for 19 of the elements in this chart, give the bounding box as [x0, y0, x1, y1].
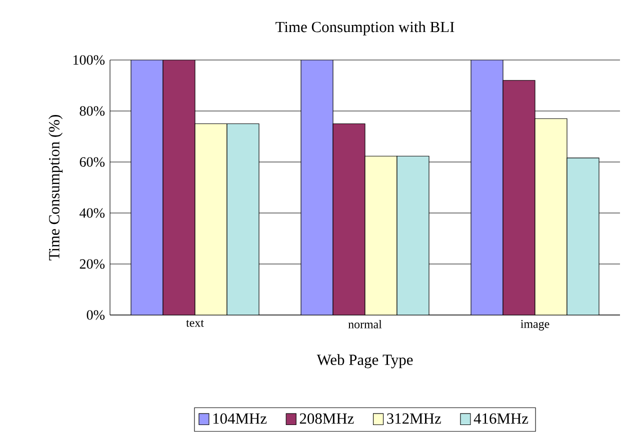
- x-tick-label: image: [520, 320, 550, 330]
- y-tick-label: 40%: [80, 208, 105, 218]
- legend-label: 208MHz: [300, 413, 354, 424]
- legend-label: 104MHz: [213, 413, 267, 424]
- legend-label: 312MHz: [387, 413, 441, 424]
- y-tick-label: 60%: [80, 157, 105, 167]
- legend-label: 416MHz: [474, 413, 528, 424]
- y-axis-title: Time Consumption (%): [48, 115, 63, 260]
- x-tick-label: text: [186, 320, 204, 327]
- y-tick-label: 20%: [80, 259, 105, 269]
- y-tick-label: 0%: [86, 310, 105, 320]
- bar: [194, 123, 228, 316]
- bar: [534, 118, 568, 316]
- x-tick-label: normal: [348, 320, 382, 328]
- chart-title: Time Consumption with BLI: [276, 21, 454, 36]
- bar: [364, 156, 398, 316]
- y-tick-label: 100%: [73, 55, 105, 65]
- x-axis-title: Web Page Type: [316, 354, 413, 368]
- y-tick-label: 80%: [80, 106, 105, 116]
